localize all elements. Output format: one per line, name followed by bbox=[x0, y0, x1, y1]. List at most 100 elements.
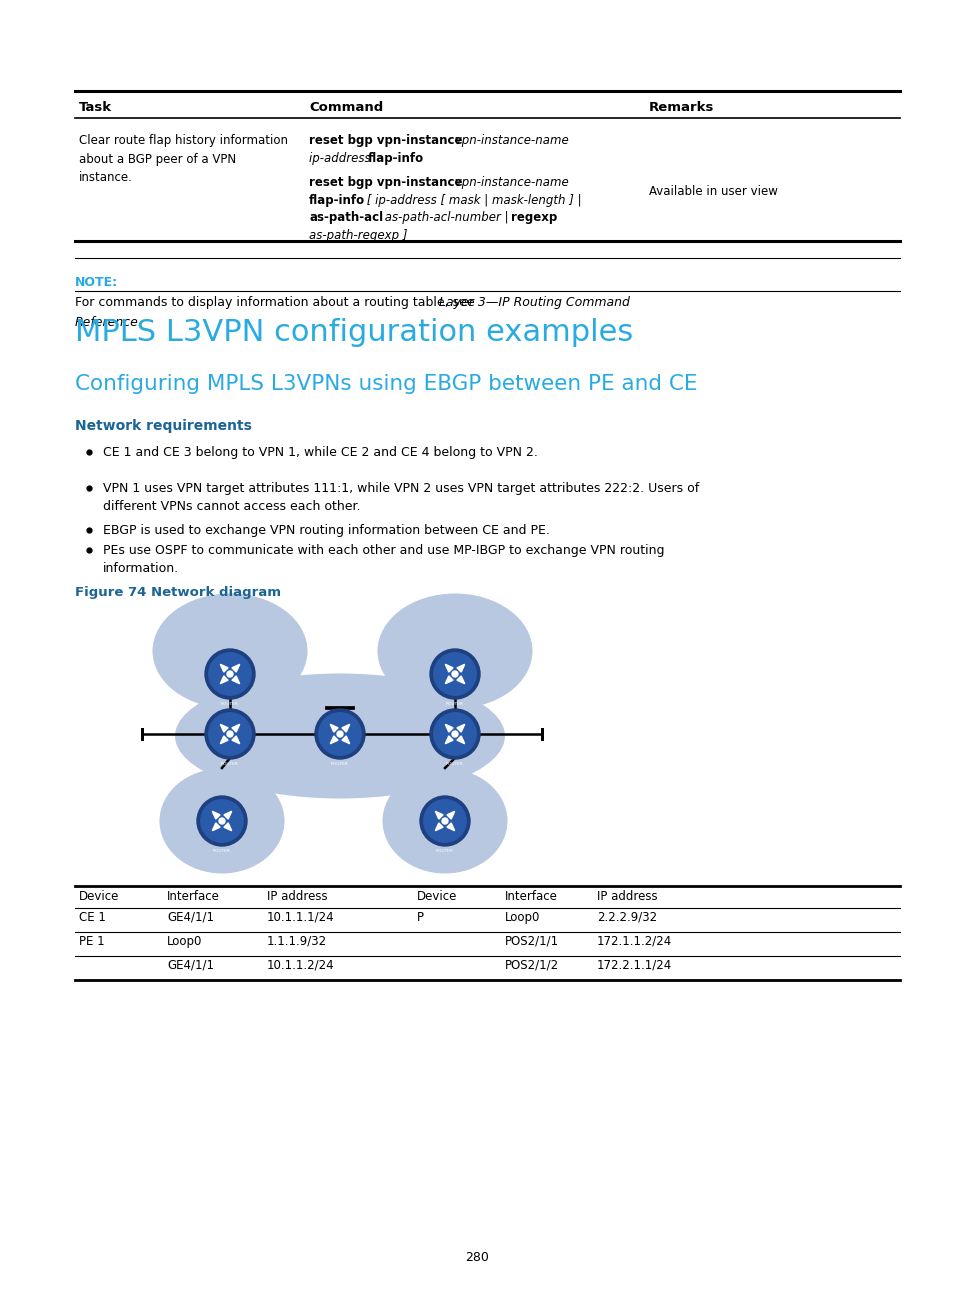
Circle shape bbox=[430, 709, 479, 759]
Circle shape bbox=[196, 796, 247, 846]
Text: CE 1: CE 1 bbox=[79, 911, 106, 924]
Polygon shape bbox=[232, 665, 239, 673]
Polygon shape bbox=[220, 724, 228, 732]
Text: Network requirements: Network requirements bbox=[75, 419, 252, 433]
Circle shape bbox=[205, 649, 254, 699]
Circle shape bbox=[452, 731, 457, 737]
Text: Remarks: Remarks bbox=[648, 101, 714, 114]
Text: Interface: Interface bbox=[504, 890, 558, 903]
Text: as-path-regexp ]: as-path-regexp ] bbox=[309, 228, 407, 241]
Polygon shape bbox=[330, 736, 337, 744]
Text: ROUTER: ROUTER bbox=[436, 849, 454, 853]
Circle shape bbox=[434, 653, 476, 695]
Text: ROUTER: ROUTER bbox=[221, 702, 238, 706]
Text: Clear route flap history information
about a BGP peer of a VPN
instance.: Clear route flap history information abo… bbox=[79, 133, 288, 184]
Polygon shape bbox=[213, 811, 220, 819]
Text: Configuring MPLS L3VPNs using EBGP between PE and CE: Configuring MPLS L3VPNs using EBGP betwe… bbox=[75, 375, 697, 394]
Ellipse shape bbox=[159, 769, 284, 874]
Text: 280: 280 bbox=[464, 1251, 489, 1264]
Text: as-path-acl-number |: as-path-acl-number | bbox=[380, 211, 512, 224]
Circle shape bbox=[419, 796, 470, 846]
Polygon shape bbox=[456, 724, 464, 732]
Circle shape bbox=[318, 713, 361, 756]
Text: NOTE:: NOTE: bbox=[75, 276, 118, 289]
Text: regexp: regexp bbox=[511, 211, 557, 224]
Text: ROUTER: ROUTER bbox=[446, 702, 463, 706]
Circle shape bbox=[336, 731, 343, 737]
Text: Task: Task bbox=[79, 101, 112, 114]
Circle shape bbox=[434, 713, 476, 756]
Text: Available in user view: Available in user view bbox=[648, 185, 777, 198]
Polygon shape bbox=[456, 736, 464, 744]
Text: 172.1.1.2/24: 172.1.1.2/24 bbox=[597, 934, 672, 947]
Text: ip-address: ip-address bbox=[309, 152, 374, 165]
Polygon shape bbox=[456, 677, 464, 684]
Polygon shape bbox=[446, 823, 455, 831]
Text: Figure 74 Network diagram: Figure 74 Network diagram bbox=[75, 586, 281, 599]
Text: 1.1.1.9/32: 1.1.1.9/32 bbox=[267, 934, 327, 947]
Circle shape bbox=[209, 653, 251, 695]
Text: IP address: IP address bbox=[267, 890, 327, 903]
Circle shape bbox=[314, 709, 365, 759]
Text: reset bgp vpn-instance: reset bgp vpn-instance bbox=[309, 176, 462, 189]
Text: [ ip-address [ mask | mask-length ] |: [ ip-address [ mask | mask-length ] | bbox=[363, 193, 581, 206]
Text: 2.2.2.9/32: 2.2.2.9/32 bbox=[597, 911, 657, 924]
Polygon shape bbox=[232, 724, 239, 732]
Ellipse shape bbox=[152, 594, 307, 709]
Polygon shape bbox=[341, 724, 350, 732]
Circle shape bbox=[205, 709, 254, 759]
Polygon shape bbox=[232, 736, 239, 744]
Text: PEs use OSPF to communicate with each other and use MP-IBGP to exchange VPN rout: PEs use OSPF to communicate with each ot… bbox=[103, 544, 664, 557]
Polygon shape bbox=[330, 724, 337, 732]
Polygon shape bbox=[220, 677, 228, 684]
Text: Layer 3—IP Routing Command: Layer 3—IP Routing Command bbox=[438, 295, 629, 308]
Text: flap-info: flap-info bbox=[309, 193, 365, 206]
Polygon shape bbox=[445, 665, 453, 673]
Text: information.: information. bbox=[103, 562, 179, 575]
Text: VPN 1 uses VPN target attributes 111:1, while VPN 2 uses VPN target attributes 2: VPN 1 uses VPN target attributes 111:1, … bbox=[103, 482, 699, 495]
Circle shape bbox=[430, 649, 479, 699]
Text: MPLS L3VPN configuration examples: MPLS L3VPN configuration examples bbox=[75, 318, 633, 347]
Polygon shape bbox=[220, 665, 228, 673]
Text: Device: Device bbox=[416, 890, 456, 903]
Text: PE 1: PE 1 bbox=[79, 934, 105, 947]
Text: 10.1.1.2/24: 10.1.1.2/24 bbox=[267, 959, 335, 972]
Circle shape bbox=[227, 671, 233, 677]
Circle shape bbox=[227, 731, 233, 737]
Text: ROUTER: ROUTER bbox=[213, 849, 231, 853]
Text: different VPNs cannot access each other.: different VPNs cannot access each other. bbox=[103, 500, 360, 513]
Circle shape bbox=[209, 713, 251, 756]
Text: Device: Device bbox=[79, 890, 119, 903]
Polygon shape bbox=[445, 677, 453, 684]
Text: Reference.: Reference. bbox=[75, 316, 143, 329]
Polygon shape bbox=[456, 665, 464, 673]
Text: Interface: Interface bbox=[167, 890, 219, 903]
Text: GE4/1/1: GE4/1/1 bbox=[167, 911, 213, 924]
Polygon shape bbox=[435, 823, 442, 831]
Text: flap-info: flap-info bbox=[367, 152, 423, 165]
Text: IP address: IP address bbox=[597, 890, 657, 903]
Text: ROUTER: ROUTER bbox=[331, 762, 349, 766]
Text: as-path-acl: as-path-acl bbox=[309, 211, 383, 224]
Text: For commands to display information about a routing table, see: For commands to display information abou… bbox=[75, 295, 478, 308]
Text: Loop0: Loop0 bbox=[504, 911, 539, 924]
Text: 10.1.1.1/24: 10.1.1.1/24 bbox=[267, 911, 335, 924]
Text: P: P bbox=[416, 911, 423, 924]
Circle shape bbox=[219, 818, 225, 824]
Text: EBGP is used to exchange VPN routing information between CE and PE.: EBGP is used to exchange VPN routing inf… bbox=[103, 524, 549, 537]
Polygon shape bbox=[232, 677, 239, 684]
Circle shape bbox=[200, 800, 243, 842]
Polygon shape bbox=[446, 811, 455, 819]
Text: ROUTER: ROUTER bbox=[446, 762, 463, 766]
Text: ROUTER: ROUTER bbox=[221, 762, 238, 766]
Polygon shape bbox=[445, 736, 453, 744]
Text: POS2/1/2: POS2/1/2 bbox=[504, 959, 558, 972]
Polygon shape bbox=[220, 736, 228, 744]
Polygon shape bbox=[224, 811, 232, 819]
Text: CE 1 and CE 3 belong to VPN 1, while CE 2 and CE 4 belong to VPN 2.: CE 1 and CE 3 belong to VPN 1, while CE … bbox=[103, 446, 537, 459]
Text: POS2/1/1: POS2/1/1 bbox=[504, 934, 558, 947]
Polygon shape bbox=[213, 823, 220, 831]
Ellipse shape bbox=[382, 769, 507, 874]
Polygon shape bbox=[445, 724, 453, 732]
Text: GE4/1/1: GE4/1/1 bbox=[167, 959, 213, 972]
